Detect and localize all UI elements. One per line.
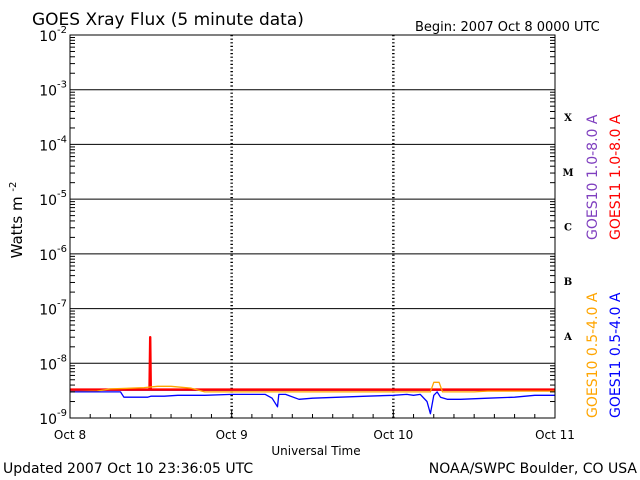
begin-label: Begin: 2007 Oct 8 0000 UTC [415,20,600,35]
grid [70,35,555,418]
x-axis-label: Universal Time [271,444,360,458]
updated-timestamp: Updated 2007 Oct 10 23:36:05 UTC [3,461,253,477]
flare-class-labels: X M C B A [562,113,573,343]
y-tick-base: 10 [39,303,57,319]
y-tick-label: 10-9 [39,408,67,428]
y-axis: 10-210-310-410-510-610-710-810-9 [39,25,555,428]
y-tick-base: 10 [39,412,57,428]
y-tick-label: 10-5 [39,189,67,209]
y-tick-exponent: -4 [57,134,67,145]
y-axis-label-text: Watts m [8,196,26,258]
y-axis-label: Watts m -2 [8,182,26,259]
x-axis: Oct 8 Oct 9 Oct 10 Oct 11 [54,410,575,442]
x-tick-label: Oct 10 [373,428,413,442]
legend-entry: GOES11 1.0-8.0 A [608,114,624,240]
series-line [69,381,555,393]
source-label: NOAA/SWPC Boulder, CO USA [429,461,638,477]
y-tick-base: 10 [39,29,57,45]
y-tick-base: 10 [39,84,57,100]
flare-class-label: B [564,277,572,288]
series-line [70,391,555,415]
flare-class-label: M [562,168,573,179]
y-tick-base: 10 [39,138,57,154]
y-tick-base: 10 [39,357,57,373]
legend: GOES10 1.0-8.0 A GOES11 1.0-8.0 A GOES10 0… [585,114,624,418]
y-tick-exponent: -8 [57,353,67,364]
y-axis-label-exponent: -2 [8,182,19,192]
y-tick-exponent: -5 [57,189,67,200]
plot-frame [69,34,556,419]
legend-entry: GOES11 0.5-4.0 A [608,292,624,418]
y-tick-label: 10-6 [39,244,67,264]
flare-class-label: C [564,223,572,234]
flare-class-label: A [563,332,572,343]
series-line [70,336,555,391]
y-tick-exponent: -9 [57,408,67,419]
y-tick-label: 10-8 [39,353,67,373]
flare-class-label: X [564,113,572,124]
y-tick-base: 10 [39,193,57,209]
y-tick-exponent: -3 [57,80,67,91]
x-tick-label: Oct 8 [54,428,86,442]
y-tick-exponent: -6 [57,244,67,255]
y-tick-exponent: -7 [57,299,67,310]
x-tick-label: Oct 11 [535,428,575,442]
legend-entry: GOES10 0.5-4.0 A [585,292,601,418]
series-group [69,336,555,415]
y-tick-label: 10-2 [39,25,67,45]
x-tick-label: Oct 9 [216,428,248,442]
y-tick-label: 10-4 [39,134,67,154]
y-tick-exponent: -2 [57,25,67,36]
y-tick-base: 10 [39,248,57,264]
legend-entry: GOES10 1.0-8.0 A [585,114,601,240]
y-tick-label: 10-3 [39,80,67,100]
y-tick-label: 10-7 [39,299,67,319]
chart-title: GOES Xray Flux (5 minute data) [32,10,304,30]
